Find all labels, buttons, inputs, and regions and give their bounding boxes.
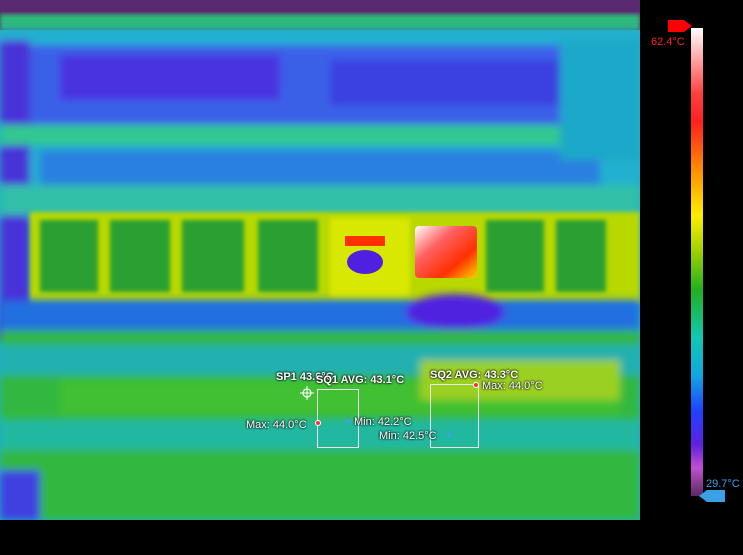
color-scale-bar — [691, 28, 703, 496]
roi1-min-label: Min: 42.2°C — [354, 416, 412, 428]
roi2-label: SQ2 AVG: 43.3°C — [430, 369, 519, 381]
roi1-box[interactable] — [317, 389, 359, 448]
min-temp-marker-icon — [699, 490, 725, 502]
scale-max-label: 62.4°C — [651, 36, 685, 48]
max-temp-marker-icon — [668, 20, 692, 32]
roi1-label: SQ1 AVG: 43.1°C — [316, 374, 405, 386]
thermal-heatmap — [0, 0, 640, 520]
roi1-max-label: Max: 44.0°C — [246, 419, 307, 431]
roi2-min-marker — [447, 433, 451, 437]
roi2-box[interactable] — [430, 384, 479, 448]
spot-label: SP1 43.6°C — [276, 371, 334, 383]
scale-min-label: 29.7°C — [706, 478, 740, 490]
roi1-max-marker — [315, 420, 321, 426]
roi2-max-marker — [473, 382, 479, 388]
roi2-max-label: Max: 44.0°C — [482, 380, 543, 392]
roi1-min-marker — [346, 419, 350, 423]
thermal-image — [0, 0, 640, 520]
crosshair-icon[interactable] — [300, 386, 314, 400]
roi2-min-label: Min: 42.5°C — [379, 430, 437, 442]
